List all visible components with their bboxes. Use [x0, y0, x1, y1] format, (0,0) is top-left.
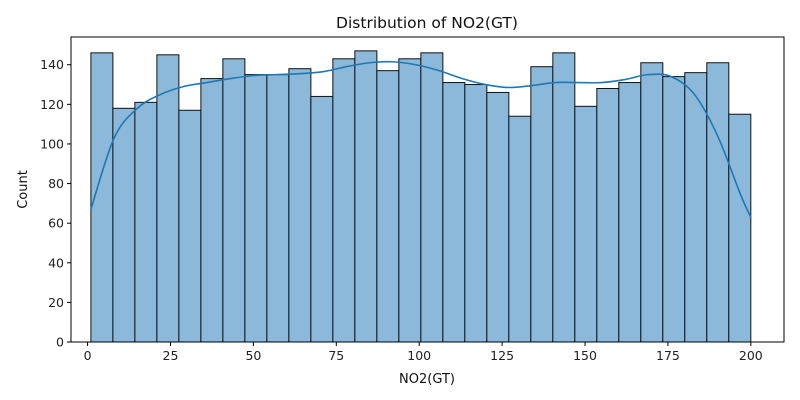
- histogram-bar-22: [574, 105, 598, 343]
- x-tick-label: 150: [573, 348, 597, 363]
- kde-line: [90, 60, 752, 218]
- x-tick-label: 175: [656, 348, 680, 363]
- y-tick-label: 20: [48, 295, 64, 310]
- histogram-bar-12: [354, 50, 378, 343]
- histogram-bar-29: [728, 113, 752, 343]
- histogram-bar-27: [684, 72, 708, 343]
- histogram-bar-19: [508, 115, 532, 343]
- histogram-bar-2: [134, 101, 158, 343]
- x-tick-label: 200: [739, 348, 763, 363]
- y-tick-label: 100: [40, 136, 64, 151]
- histogram-bar-24: [618, 82, 642, 343]
- x-tick-label: 75: [328, 348, 344, 363]
- histogram-bar-1: [112, 107, 136, 343]
- y-tick-label: 40: [48, 255, 64, 270]
- y-axis-title: Count: [16, 170, 31, 209]
- histogram-bar-6: [222, 58, 246, 343]
- y-tick-label: 0: [56, 335, 64, 350]
- bars-layer: [90, 50, 752, 343]
- histogram-bar-25: [640, 62, 664, 343]
- histogram-bar-14: [398, 58, 422, 343]
- histogram-bar-18: [486, 91, 510, 343]
- x-axis: 0 25 50 75 100 125 150 175 200: [84, 342, 763, 363]
- x-tick-label: 25: [163, 348, 179, 363]
- x-axis-title: NO2(GT): [399, 372, 455, 387]
- x-tick-label: 125: [490, 348, 514, 363]
- histogram-bar-20: [530, 66, 554, 343]
- y-tick-label: 60: [48, 216, 64, 231]
- histogram-bar-10: [310, 95, 334, 343]
- histogram-bar-13: [376, 70, 400, 343]
- histogram-bar-7: [244, 74, 268, 343]
- histogram-bar-26: [662, 76, 686, 343]
- histogram-bar-21: [552, 52, 576, 343]
- histogram-bar-16: [442, 82, 466, 343]
- histogram-bar-9: [288, 68, 312, 343]
- histogram-bar-3: [156, 54, 180, 343]
- chart-title: Distribution of NO2(GT): [336, 14, 518, 32]
- kde-layer: [90, 60, 752, 218]
- y-tick-label: 80: [48, 176, 64, 191]
- histogram-bar-5: [200, 78, 224, 343]
- histogram-bar-15: [420, 52, 444, 343]
- histogram-bar-4: [178, 109, 202, 343]
- histogram-bar-8: [266, 74, 290, 343]
- x-tick-label: 100: [407, 348, 431, 363]
- x-tick-label: 50: [245, 348, 261, 363]
- plot-frame: [70, 36, 785, 343]
- y-tick-label: 140: [40, 57, 64, 72]
- histogram-bar-23: [596, 87, 620, 343]
- histogram-bar-17: [464, 84, 488, 343]
- y-axis: 0 20 40 60 80 100 120 140: [40, 57, 71, 350]
- x-tick-label: 0: [84, 348, 92, 363]
- y-tick-label: 120: [40, 97, 64, 112]
- histogram-bar-11: [332, 58, 356, 343]
- histogram-bar-28: [706, 62, 730, 343]
